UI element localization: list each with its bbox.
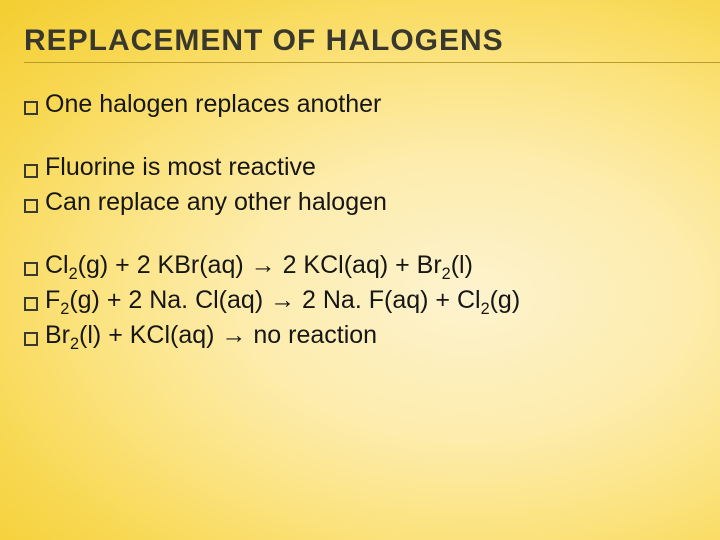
bullet-line: F2(g) + 2 Na. Cl(aq) → 2 Na. F(aq) + Cl2… (24, 286, 696, 315)
square-bullet-icon (24, 164, 38, 178)
bullet-text: One halogen replaces another (45, 90, 381, 119)
square-bullet-icon (24, 199, 38, 213)
square-bullet-icon (24, 262, 38, 276)
slide-body: One halogen replaces another Fluorine is … (24, 90, 696, 356)
bullet-text: Fluorine is most reactive (45, 153, 316, 182)
bullet-text: Can replace any other halogen (45, 188, 387, 217)
square-bullet-icon (24, 332, 38, 346)
group-spacer (24, 125, 696, 153)
bullet-line: Fluorine is most reactive (24, 153, 696, 182)
square-bullet-icon (24, 101, 38, 115)
square-bullet-icon (24, 297, 38, 311)
bullet-line: Can replace any other halogen (24, 188, 696, 217)
bullet-text: F2(g) + 2 Na. Cl(aq) → 2 Na. F(aq) + Cl2… (45, 286, 520, 315)
bullet-text: Br2(l) + KCl(aq) → no reaction (45, 321, 377, 350)
bullet-text: Cl2(g) + 2 KBr(aq) → 2 KCl(aq) + Br2(l) (45, 251, 473, 280)
bullet-line: Br2(l) + KCl(aq) → no reaction (24, 321, 696, 350)
title-underline (24, 62, 720, 63)
slide-title: REPLACEMENT OF HALOGENS (24, 24, 504, 58)
slide: REPLACEMENT OF HALOGENS One halogen repl… (0, 0, 720, 540)
bullet-line: Cl2(g) + 2 KBr(aq) → 2 KCl(aq) + Br2(l) (24, 251, 696, 280)
bullet-line: One halogen replaces another (24, 90, 696, 119)
group-spacer (24, 223, 696, 251)
